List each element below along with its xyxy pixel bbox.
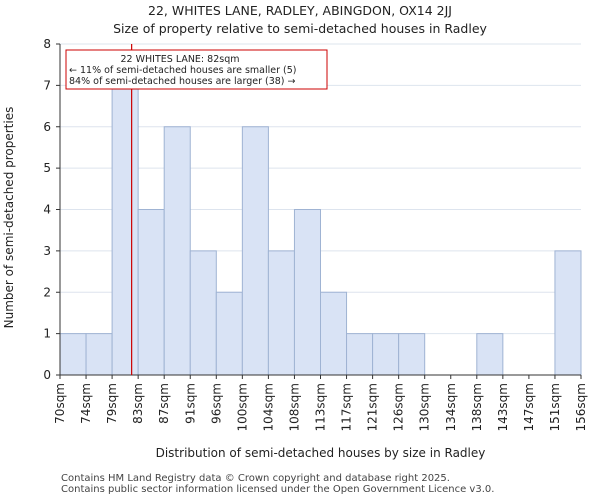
y-tick-label: 1 — [43, 327, 51, 341]
bar — [189, 250, 217, 376]
x-tick-label: 83sqm — [131, 383, 145, 424]
x-tick-label: 130sqm — [418, 383, 432, 431]
y-tick-label: 5 — [43, 161, 51, 175]
chart-subtitle: Size of property relative to semi-detach… — [113, 21, 487, 36]
x-tick-label: 104sqm — [261, 383, 275, 431]
annotation-line-1: 22 WHITES LANE: 82sqm — [121, 54, 240, 65]
bar — [163, 126, 191, 376]
bar — [85, 333, 113, 376]
y-tick-label: 6 — [43, 120, 51, 134]
y-tick-label: 3 — [43, 244, 51, 258]
bar — [293, 209, 322, 376]
x-axis-label: Distribution of semi-detached houses by … — [156, 446, 486, 460]
chart-title: 22, WHITES LANE, RADLEY, ABINGDON, OX14 … — [148, 3, 452, 18]
annotation-line-3: 84% of semi-detached houses are larger (… — [69, 76, 296, 87]
x-tick-label: 156sqm — [574, 383, 588, 431]
annotation-line-2: ← 11% of semi-detached houses are smalle… — [69, 65, 297, 76]
x-tick-label: 91sqm — [183, 383, 197, 424]
y-tick-label: 2 — [43, 285, 51, 299]
bar — [111, 84, 139, 376]
y-tick-label: 4 — [43, 203, 51, 217]
x-tick-label: 108sqm — [287, 383, 301, 431]
bar — [320, 291, 348, 376]
bar — [137, 209, 165, 376]
x-tick-label: 143sqm — [496, 383, 510, 431]
bar — [476, 333, 504, 376]
annotation-border — [65, 49, 328, 90]
x-tick-label: 96sqm — [209, 383, 223, 424]
y-axis-label: Number of semi-detached properties — [2, 107, 16, 329]
annotation-box: 22 WHITES LANE: 82sqm ← 11% of semi-deta… — [65, 49, 328, 90]
x-tick-label: 138sqm — [470, 383, 484, 431]
bar — [59, 333, 87, 376]
x-tick-label: 151sqm — [548, 383, 562, 431]
x-tick-label: 74sqm — [79, 383, 93, 424]
y-tick-label: 8 — [43, 37, 51, 51]
bars — [59, 84, 582, 376]
x-tick-label: 121sqm — [366, 383, 380, 431]
y-tick-label: 0 — [43, 368, 51, 382]
footer-line-1: Contains HM Land Registry data © Crown c… — [61, 473, 450, 484]
y-tick-label: 7 — [43, 78, 51, 92]
x-tick-label: 117sqm — [340, 383, 354, 431]
y-axis-ticks: 0 1 2 3 4 5 6 7 8 — [43, 37, 60, 382]
bar — [554, 250, 582, 376]
x-tick-label: 87sqm — [157, 383, 171, 424]
x-tick-label: 126sqm — [392, 383, 406, 431]
x-tick-label: 70sqm — [53, 383, 67, 424]
bar — [372, 333, 400, 376]
bar — [215, 291, 243, 376]
bar — [267, 250, 295, 376]
footer-line-2: Contains public sector information licen… — [61, 484, 495, 495]
x-tick-label: 147sqm — [522, 383, 536, 431]
bar — [241, 126, 269, 376]
x-tick-label: 134sqm — [444, 383, 458, 431]
x-tick-label: 79sqm — [105, 383, 119, 424]
bar — [346, 333, 374, 376]
x-tick-label: 113sqm — [314, 383, 328, 431]
x-axis-ticks: 70sqm 74sqm 79sqm 83sqm 87sqm 91sqm 96sqm 100sq… — [53, 375, 588, 431]
x-tick-label: 100sqm — [235, 383, 249, 431]
bar — [398, 333, 426, 376]
